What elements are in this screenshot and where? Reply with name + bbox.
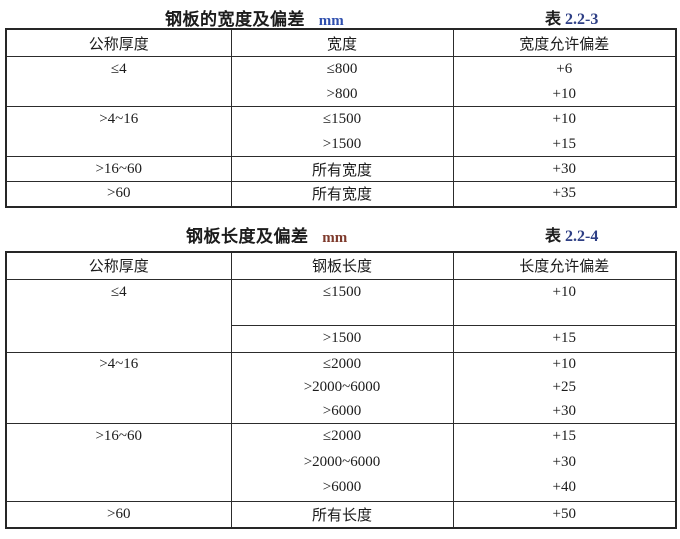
tolerance-value: +30 [552, 453, 576, 470]
tolerance-value: +15 [552, 428, 576, 444]
thickness-value: >16~60 [5, 156, 232, 182]
table2-number-digits: 2.2-4 [565, 227, 599, 245]
length-cell: ≤1500 [230, 278, 454, 326]
length-tolerance-table: 公称厚度 钢板长度 长度允许偏差 ≤4 ≤1500 +10 >1500 +15 … [5, 250, 677, 530]
tolerance-cell: +15 +30 +40 [452, 423, 677, 502]
table1-title-bar: 钢板的宽度及偏差 mm 表 2.2-3 [0, 0, 680, 30]
tolerance-value: +25 [552, 379, 576, 395]
table1-col-header-thickness: 公称厚度 [5, 28, 232, 57]
table2-title-bar: 钢板长度及偏差 mm 表 2.2-4 [0, 208, 680, 251]
width-tolerance-table: 公称厚度 宽度 宽度允许偏差 ≤4 ≤800 >800 +6 +10 >4~16… [5, 28, 677, 208]
table2-subrow: >1500 +15 [6, 324, 677, 353]
thickness-value: ≤4 [110, 61, 127, 77]
thickness-value: >60 [5, 181, 232, 207]
tolerance-value: +10 [552, 85, 576, 102]
tolerance-value: +30 [452, 156, 677, 182]
width-value: ≤800 [326, 61, 358, 77]
tolerance-value: +40 [552, 479, 576, 496]
length-cell: ≤2000 >2000~6000 >6000 [230, 351, 454, 424]
width-cell: ≤800 >800 [230, 56, 454, 107]
width-cell: ≤1500 >1500 [230, 106, 454, 157]
table2-number: 表 2.2-4 [545, 222, 598, 246]
length-value: >2000~6000 [303, 453, 381, 470]
table1-title-text: 钢板的宽度及偏差 [165, 10, 305, 29]
width-value: 所有宽度 [230, 181, 454, 207]
tolerance-value: +10 [552, 111, 576, 127]
table1-section-row: ≤4 ≤800 >800 +6 +10 [5, 56, 677, 107]
table2-title-text: 钢板长度及偏差 [186, 226, 309, 246]
length-cell: ≤2000 >2000~6000 >6000 [230, 423, 454, 502]
thickness-cell: ≤4 [5, 56, 232, 107]
width-value: >1500 [322, 135, 362, 152]
width-value: 所有宽度 [230, 156, 454, 182]
table1-section-row: >60 所有宽度 +35 [5, 181, 677, 207]
tolerance-value: +30 [552, 402, 576, 419]
table2-col-header-tolerance: 长度允许偏差 [452, 251, 677, 280]
table1-header-row: 公称厚度 宽度 宽度允许偏差 [5, 28, 677, 57]
length-value: ≤2000 [322, 355, 362, 372]
tolerance-value: +10 [552, 355, 576, 372]
table1-section-row: >4~16 ≤1500 >1500 +10 +15 [5, 106, 677, 157]
table2-unit-label: mm [322, 229, 348, 246]
length-value: ≤2000 [322, 428, 362, 444]
table2-section-row: >4~16 ≤2000 >2000~6000 >6000 +10 +25 +30 [5, 351, 677, 424]
length-value: >6000 [322, 402, 362, 419]
tolerance-cell: +10 +25 +30 [452, 351, 677, 424]
length-value: >2000~6000 [303, 379, 381, 395]
table2-section-row: ≤4 ≤1500 +10 [5, 278, 677, 353]
table2-col-header-length: 钢板长度 [230, 251, 454, 280]
table2-col-header-thickness: 公称厚度 [5, 251, 232, 280]
table1-number-label: 表 [545, 11, 562, 28]
thickness-cell: >4~16 [5, 106, 232, 157]
table1-number-digits: 2.2-3 [565, 11, 599, 28]
table2-number-label: 表 [545, 227, 562, 245]
tolerance-value: +35 [452, 181, 677, 207]
table1-number: 表 2.2-3 [545, 5, 598, 29]
thickness-value: ≤4 [110, 283, 127, 300]
thickness-cell: >4~16 [5, 351, 232, 424]
tolerance-value: +50 [452, 500, 677, 529]
tolerance-value: +15 [452, 324, 677, 353]
length-value: 所有长度 [230, 500, 454, 529]
thickness-value: >60 [5, 500, 232, 529]
thickness-cell: ≤4 [5, 278, 232, 353]
length-value: >1500 [230, 324, 454, 353]
table2-section-row: >16~60 ≤2000 >2000~6000 >6000 +15 +30 +4… [5, 423, 677, 502]
table1-title: 钢板的宽度及偏差 mm [165, 5, 344, 30]
table1-unit-label: mm [318, 13, 344, 29]
tolerance-cell: +10 [452, 278, 677, 326]
table1-col-header-tolerance: 宽度允许偏差 [452, 28, 677, 57]
tolerance-value: +15 [552, 135, 576, 152]
thickness-cell: >16~60 [5, 423, 232, 502]
table1-col-header-width: 宽度 [230, 28, 454, 57]
table1-section-row: >16~60 所有宽度 +30 [5, 156, 677, 182]
length-value: >6000 [322, 479, 362, 496]
thickness-value: >4~16 [99, 355, 139, 372]
tolerance-cell: +6 +10 [452, 56, 677, 107]
thickness-value: >4~16 [99, 111, 139, 127]
tolerance-value: +10 [552, 283, 576, 300]
thickness-value: >16~60 [95, 428, 143, 444]
length-value: ≤1500 [322, 283, 362, 300]
tolerance-cell: +10 +15 [452, 106, 677, 157]
width-value: >800 [326, 85, 358, 102]
table2-header-row: 公称厚度 钢板长度 长度允许偏差 [5, 251, 677, 280]
width-value: ≤1500 [322, 111, 362, 127]
table2-title: 钢板长度及偏差 mm [186, 222, 347, 247]
table2-section-row: >60 所有长度 +50 [5, 500, 677, 529]
tolerance-value: +6 [556, 61, 573, 77]
